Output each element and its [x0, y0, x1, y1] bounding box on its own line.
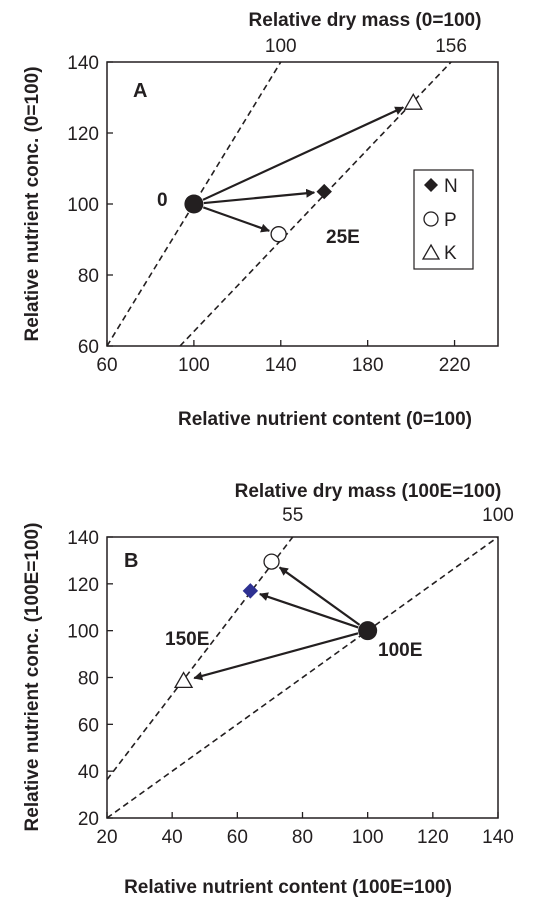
x-tick-label: 60	[227, 827, 248, 848]
x-tick-label: 20	[96, 827, 117, 848]
panel-letter: A	[133, 80, 147, 102]
y-tick-label: 140	[67, 528, 99, 549]
point-p	[263, 553, 280, 570]
point-k	[403, 93, 423, 110]
point-n	[242, 583, 259, 599]
x-axis-title: Relative nutrient content (0=100)	[178, 409, 472, 430]
origin-point	[184, 194, 204, 214]
x-tick-label: 140	[265, 355, 297, 376]
treatment-label: 150E	[165, 629, 209, 650]
legend-diamond-icon	[424, 178, 438, 192]
arrow-n	[258, 592, 359, 629]
y-tick-label: 120	[67, 124, 99, 145]
dry-mass-isoline	[106, 61, 282, 347]
isoline-label: 100	[482, 505, 514, 526]
y-tick-label: 80	[78, 266, 99, 287]
arrow-p	[278, 566, 361, 626]
y-tick-label: 100	[67, 622, 99, 643]
arrow-p	[202, 206, 271, 233]
plot-frame	[106, 536, 499, 819]
dry-mass-isoline	[179, 61, 452, 347]
isoline-label: 156	[435, 36, 467, 57]
arrow-n	[203, 188, 316, 205]
y-tick-label: 60	[78, 337, 99, 358]
legend-triangle-icon	[421, 243, 441, 260]
treatment-label: 25E	[326, 227, 360, 248]
legend-circle-icon	[423, 211, 439, 227]
legend-label-k: K	[444, 243, 457, 264]
y-tick-label: 80	[78, 669, 99, 690]
panel-letter: B	[124, 550, 138, 572]
x-axis-title: Relative nutrient content (100E=100)	[124, 877, 452, 898]
legend-label-n: N	[444, 176, 458, 197]
x-tick-label: 220	[439, 355, 471, 376]
panel-b: Relative dry mass (100E=100) Relative nu…	[22, 481, 514, 898]
isoline-label: 100	[265, 36, 297, 57]
x-tick-label: 120	[417, 827, 449, 848]
y-tick-label: 40	[78, 762, 99, 783]
x-tick-label: 60	[96, 355, 117, 376]
y-tick-label: 100	[67, 195, 99, 216]
dry-mass-isoline	[106, 536, 499, 819]
origin-point-label: 100E	[378, 640, 422, 661]
plot-frame	[106, 61, 499, 347]
origin-point-label: 0	[157, 190, 168, 211]
point-n	[316, 183, 332, 200]
x-tick-label: 100	[178, 355, 210, 376]
origin-point	[358, 621, 378, 641]
dry-mass-isoline	[106, 536, 294, 781]
arrow-k	[202, 106, 405, 201]
x-tick-label: 140	[482, 827, 514, 848]
point-p	[270, 226, 287, 243]
y-axis-title: Relative nutrient conc. (0=100)	[22, 66, 43, 341]
x-tick-label: 40	[162, 827, 183, 848]
isoline-label: 55	[282, 505, 303, 526]
arrow-k	[193, 632, 359, 681]
y-tick-label: 120	[67, 575, 99, 596]
y-tick-label: 140	[67, 53, 99, 74]
x-tick-label: 80	[292, 827, 313, 848]
y-tick-label: 60	[78, 715, 99, 736]
top-axis-title: Relative dry mass (0=100)	[249, 10, 482, 31]
point-k	[173, 671, 194, 689]
y-axis-title: Relative nutrient conc. (100E=100)	[22, 523, 43, 832]
legend-label-p: P	[444, 210, 457, 231]
y-tick-label: 20	[78, 809, 99, 830]
x-tick-label: 180	[352, 355, 384, 376]
legend: N P K	[413, 169, 474, 270]
panel-a: Relative dry mass (0=100) Relative nutri…	[22, 10, 499, 430]
x-tick-label: 100	[352, 827, 384, 848]
top-axis-title: Relative dry mass (100E=100)	[235, 481, 502, 502]
